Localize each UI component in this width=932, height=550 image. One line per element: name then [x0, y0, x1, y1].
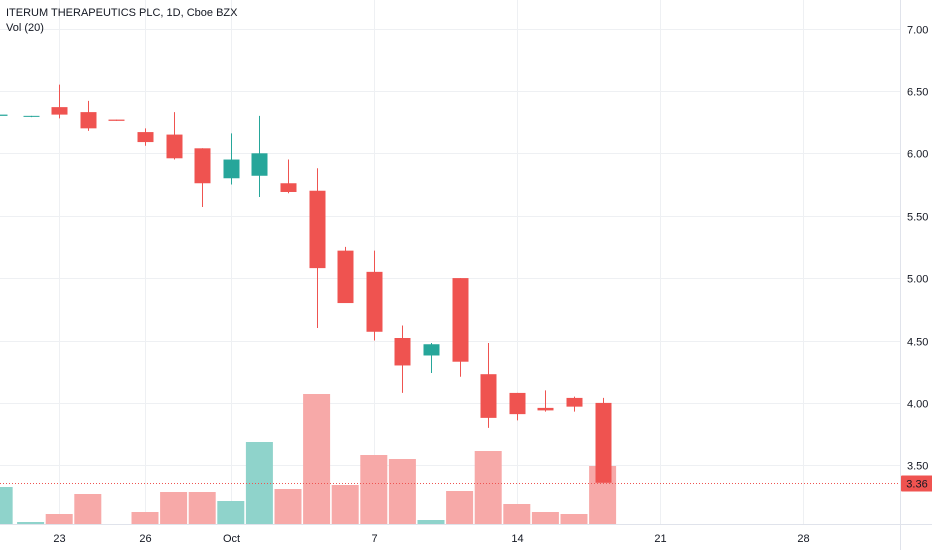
candle-body [337, 250, 354, 304]
volume-bar [474, 451, 502, 524]
volume-bar [360, 455, 388, 524]
candle-body [166, 134, 183, 159]
candlestick [108, 119, 125, 121]
candle-body [51, 107, 68, 115]
time-tick-label: 14 [511, 533, 523, 545]
time-axis[interactable]: 2326Oct7142128Nov [53, 533, 932, 545]
candlestick [566, 396, 583, 412]
candle-body [595, 402, 612, 483]
candlestick [537, 390, 554, 412]
volume-bar [0, 487, 13, 524]
price-tick-label: 7.00 [907, 25, 928, 37]
candlestick [509, 392, 526, 421]
volume-bar [74, 494, 102, 524]
volume-bar [217, 501, 245, 524]
volume-indicator-title[interactable]: Vol (20) [6, 22, 44, 34]
candlestick [137, 128, 154, 146]
candlestick [166, 112, 183, 160]
candle-body [223, 159, 240, 179]
volume-bar [188, 492, 216, 524]
volume-bar [274, 489, 302, 524]
candlestick [423, 342, 440, 373]
volume-bar [503, 504, 531, 524]
candle-body [108, 119, 125, 121]
price-tick-label: 4.50 [907, 337, 928, 349]
price-tick-label: 5.00 [907, 274, 928, 286]
candle-body [280, 183, 297, 192]
price-tick-label: 5.50 [907, 212, 928, 224]
candle-body [537, 407, 554, 411]
candlestick [80, 100, 97, 131]
price-tick-label: 3.50 [907, 461, 928, 473]
price-tick-label: 6.00 [907, 149, 928, 161]
candle-body [0, 114, 8, 116]
candlestick [394, 325, 411, 393]
volume-bar [331, 485, 359, 524]
volume-bar [388, 459, 416, 524]
candlestick [280, 159, 297, 194]
candle-body [509, 392, 526, 415]
candle-body [23, 115, 40, 117]
last-price-badge [901, 475, 932, 492]
volume-bar [160, 492, 188, 524]
candle-body [394, 338, 411, 366]
candle-body [366, 271, 383, 332]
candlesticks [0, 84, 612, 483]
volume-bar [45, 514, 73, 524]
grid-lines [0, 0, 900, 524]
candlestick [366, 250, 383, 341]
price-axis[interactable]: 7.00 6.50 6.00 5.50 5.00 4.50 4.00 3.50 [907, 25, 928, 473]
candlestick [51, 84, 68, 119]
volume-bar [245, 442, 273, 524]
time-tick-label: 21 [654, 533, 666, 545]
candle-body [80, 112, 97, 129]
candlestick [223, 133, 240, 185]
candlestick [595, 397, 612, 483]
volume-bar [131, 512, 159, 524]
volume-bar [531, 512, 559, 524]
time-tick-label: 23 [53, 533, 65, 545]
candlestick [251, 115, 268, 197]
candlestick [194, 148, 211, 207]
volume-bar [446, 491, 474, 524]
candle-body [309, 190, 326, 269]
candlestick [309, 168, 326, 329]
candle-body [480, 374, 497, 418]
price-tick-label: 4.00 [907, 399, 928, 411]
volume-bar [17, 522, 45, 524]
volume-bar [560, 514, 588, 524]
last-price-label: 3.36 [906, 479, 927, 491]
candlestick [337, 246, 354, 304]
candle-body [137, 132, 154, 143]
candlestick [452, 278, 469, 377]
time-tick-label: 28 [797, 533, 809, 545]
time-tick-label: 7 [371, 533, 377, 545]
candlestick [480, 342, 497, 428]
time-tick-label: 26 [139, 533, 151, 545]
price-tick-label: 6.50 [907, 87, 928, 99]
candle-body [423, 344, 440, 356]
symbol-title[interactable]: ITERUM THERAPEUTICS PLC, 1D, Cboe BZX [6, 7, 238, 19]
candle-body [194, 148, 211, 184]
candle-body [452, 278, 469, 362]
candle-body [566, 397, 583, 407]
time-tick-label: Oct [223, 533, 240, 545]
candle-body [251, 153, 268, 176]
chart-legend: ITERUM THERAPEUTICS PLC, 1D, Cboe BZX Vo… [6, 6, 237, 36]
candlestick [0, 114, 8, 116]
volume-bar [417, 520, 445, 524]
candlestick [23, 115, 40, 118]
volume-bars [0, 394, 617, 524]
volume-bar [303, 394, 331, 524]
